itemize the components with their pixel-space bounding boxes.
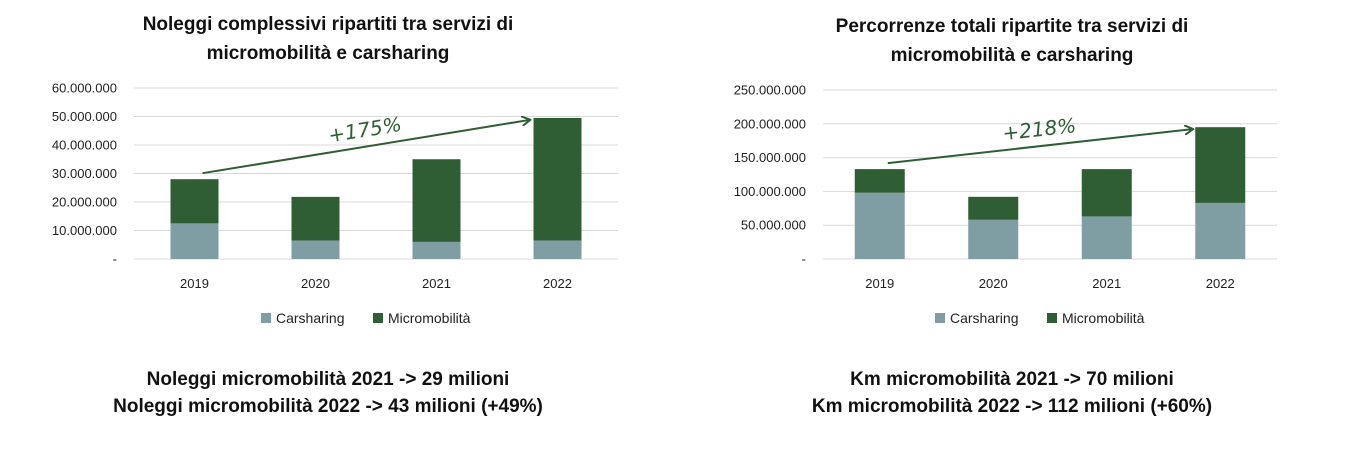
- x-tick-label: 2022: [543, 276, 572, 291]
- y-tick-label: -: [113, 252, 117, 267]
- bar-carsharing: [170, 223, 219, 259]
- bar-micromobilita: [412, 159, 461, 242]
- chart-title-line1: Noleggi complessivi ripartiti tra serviz…: [142, 14, 514, 35]
- x-tick-label: 2020: [979, 276, 1008, 291]
- growth-arrow: [887, 129, 1193, 165]
- bar-micromobilita: [291, 196, 340, 241]
- chart-panel-percorrenze: Percorrenze totali ripartite tra servizi…: [681, 0, 1362, 466]
- x-tick-label: 2019: [865, 276, 894, 291]
- chart-title: Noleggi complessivi ripartiti tra serviz…: [0, 10, 656, 68]
- y-tick-label: 250.000.000: [734, 83, 806, 98]
- summary-line1: Noleggi micromobilità 2021 -> 29 milioni: [146, 369, 510, 390]
- bar-carsharing: [1195, 202, 1246, 259]
- y-tick-label: 100.000.000: [734, 184, 806, 199]
- bar-carsharing: [412, 241, 461, 259]
- chart-title-line2: micromobilità e carsharing: [890, 45, 1134, 66]
- summary-line2: Km micromobilità 2022 -> 112 milioni (+6…: [811, 396, 1213, 417]
- y-tick-label: 30.000.000: [52, 166, 117, 181]
- chart-percorrenze: - 50.000.000 100.000.000 150.000.000 200.000…: [734, 83, 1277, 326]
- bar-micromobilita: [170, 179, 219, 224]
- legend-label-carsharing: Carsharing: [276, 310, 344, 326]
- legend-swatch-micromobilita: [373, 313, 383, 323]
- x-tick-label: 2022: [1206, 276, 1235, 291]
- x-tick-label: 2021: [422, 276, 451, 291]
- y-tick-label: 60.000.000: [52, 81, 117, 96]
- summary-line1: Km micromobilità 2021 -> 70 milioni: [850, 369, 1174, 390]
- x-tick-label: 2021: [1092, 276, 1121, 291]
- chart-panel-noleggi: Noleggi complessivi ripartiti tra serviz…: [0, 10, 656, 420]
- x-tick-label: 2020: [301, 276, 330, 291]
- bar-micromobilita: [533, 117, 582, 241]
- legend-swatch-micromobilita: [1047, 313, 1057, 323]
- legend-label-micromobilita: Micromobilità: [1062, 310, 1145, 326]
- bar-micromobilita: [854, 169, 905, 193]
- bar-micromobilita: [1195, 127, 1246, 203]
- y-tick-label: 20.000.000: [52, 195, 117, 210]
- bar-carsharing: [1081, 216, 1132, 259]
- bar-carsharing: [291, 240, 340, 259]
- chart-title-line1: Percorrenze totali ripartite tra servizi…: [835, 16, 1189, 37]
- chart-title: Percorrenze totali ripartite tra servizi…: [681, 12, 1343, 70]
- bar-micromobilita: [1081, 169, 1132, 217]
- bar-carsharing: [533, 240, 582, 259]
- legend-swatch-carsharing: [935, 313, 945, 323]
- chart-title-line2: micromobilità e carsharing: [206, 43, 450, 64]
- y-tick-label: 200.000.000: [734, 116, 806, 131]
- y-tick-label: 10.000.000: [52, 223, 117, 238]
- growth-arrow: [202, 120, 530, 175]
- bar-carsharing: [854, 192, 905, 259]
- summary-text: Km micromobilità 2021 -> 70 milioni Km m…: [681, 366, 1343, 420]
- y-tick-label: -: [802, 252, 806, 267]
- growth-label: +218%: [1001, 113, 1077, 145]
- summary-text: Noleggi micromobilità 2021 -> 29 milioni…: [0, 366, 656, 420]
- y-tick-label: 150.000.000: [734, 150, 806, 165]
- legend-label-micromobilita: Micromobilità: [388, 310, 471, 326]
- chart-noleggi: - 10.000.000 20.000.000 30.000.000 40.000.00…: [52, 81, 618, 326]
- legend-label-carsharing: Carsharing: [950, 310, 1018, 326]
- legend-swatch-carsharing: [261, 313, 271, 323]
- y-tick-label: 40.000.000: [52, 138, 117, 153]
- x-tick-label: 2019: [180, 276, 209, 291]
- bar-micromobilita: [968, 196, 1019, 220]
- summary-line2: Noleggi micromobilità 2022 -> 43 milioni…: [113, 396, 543, 417]
- bar-carsharing: [968, 219, 1019, 259]
- y-tick-label: 50.000.000: [741, 218, 806, 233]
- y-tick-label: 50.000.000: [52, 109, 117, 124]
